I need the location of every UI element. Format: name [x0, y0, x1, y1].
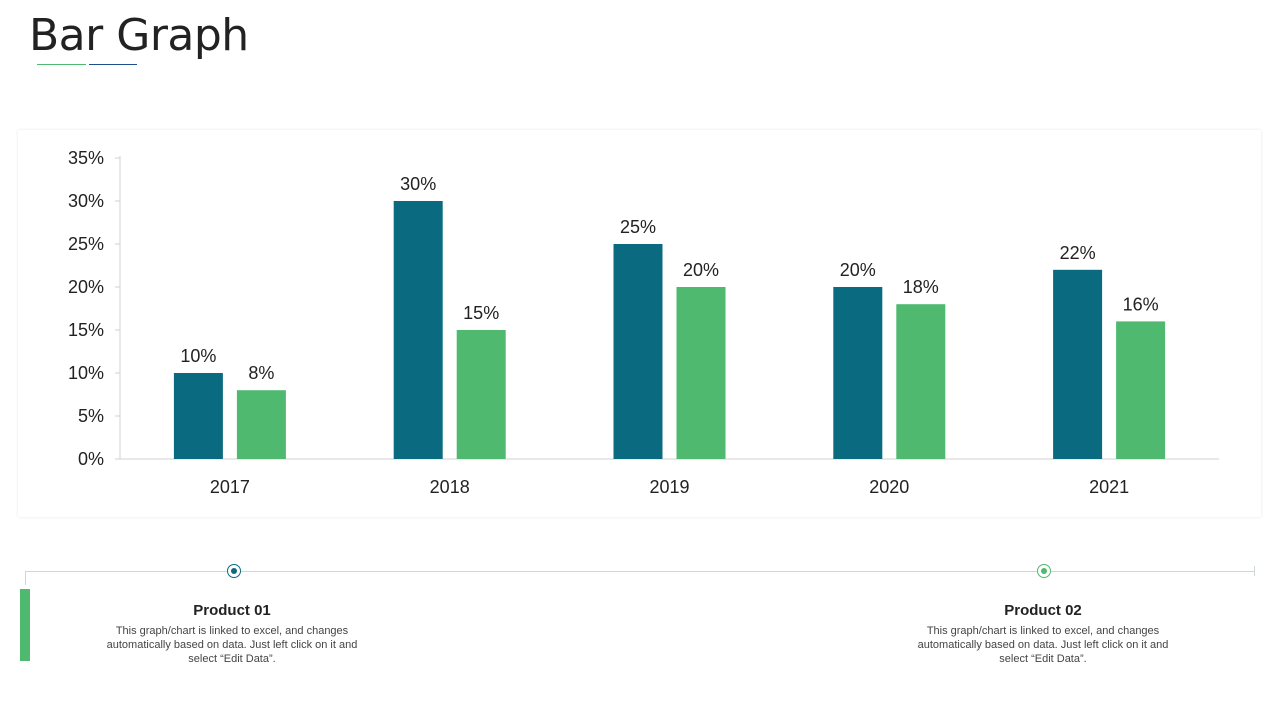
- y-tick-label: 30%: [68, 191, 104, 211]
- x-tick-label: 2017: [210, 477, 250, 497]
- data-label: 20%: [840, 260, 876, 280]
- bar-product-01-2018[interactable]: [393, 201, 443, 459]
- legend-product-01: Product 01 This graph/chart is linked to…: [97, 602, 367, 666]
- bar-product-02-2019[interactable]: [676, 287, 726, 459]
- timeline-right-tick: [1254, 566, 1255, 576]
- product-01-marker-icon: [227, 564, 241, 578]
- legend-description: This graph/chart is linked to excel, and…: [917, 625, 1169, 665]
- y-tick-label: 25%: [68, 234, 104, 254]
- side-accent-bar: [20, 589, 30, 661]
- y-tick-label: 15%: [68, 320, 104, 340]
- x-tick-label: 2021: [1089, 477, 1129, 497]
- bar-product-01-2019[interactable]: [613, 244, 663, 459]
- legend-heading: Product 01: [193, 602, 271, 619]
- page-title: Bar Graph: [29, 10, 249, 61]
- legend-heading: Product 02: [1004, 602, 1082, 619]
- timeline-line: [25, 571, 1255, 572]
- bar-chart[interactable]: 0% 5% 10% 15% 20% 25% 30% 35% 10% 8% 2017 30% 15% 201…: [18, 130, 1261, 517]
- data-label: 18%: [903, 277, 939, 297]
- legend-product-02: Product 02 This graph/chart is linked to…: [908, 602, 1178, 666]
- title-underline-blue: [89, 64, 137, 65]
- data-label: 22%: [1060, 243, 1096, 263]
- data-label: 20%: [683, 260, 719, 280]
- bar-product-01-2021[interactable]: [1053, 269, 1103, 459]
- x-tick-label: 2018: [430, 477, 470, 497]
- data-label: 16%: [1123, 294, 1159, 314]
- y-tick-label: 0%: [78, 449, 104, 469]
- bar-product-01-2020[interactable]: [833, 287, 883, 459]
- bar-product-02-2021[interactable]: [1116, 321, 1166, 459]
- title-underline-green: [37, 64, 86, 65]
- product-02-marker-icon: [1037, 564, 1051, 578]
- y-tick-label: 5%: [78, 406, 104, 426]
- bar-product-02-2020[interactable]: [896, 304, 946, 459]
- data-label: 30%: [400, 174, 436, 194]
- x-tick-label: 2019: [649, 477, 689, 497]
- bar-product-02-2018[interactable]: [456, 330, 506, 459]
- y-tick-label: 20%: [68, 277, 104, 297]
- timeline-left-tick: [25, 571, 26, 585]
- legend-description: This graph/chart is linked to excel, and…: [106, 625, 358, 665]
- bar-product-02-2017[interactable]: [236, 390, 286, 459]
- data-label: 10%: [180, 346, 216, 366]
- y-tick-label: 10%: [68, 363, 104, 383]
- data-label: 8%: [248, 363, 274, 383]
- x-tick-label: 2020: [869, 477, 909, 497]
- data-label: 15%: [463, 303, 499, 323]
- bar-product-01-2017[interactable]: [173, 373, 223, 459]
- chart-panel: 0% 5% 10% 15% 20% 25% 30% 35% 10% 8% 2017 30% 15% 201…: [18, 130, 1261, 517]
- data-label: 25%: [620, 217, 656, 237]
- y-tick-label: 35%: [68, 148, 104, 168]
